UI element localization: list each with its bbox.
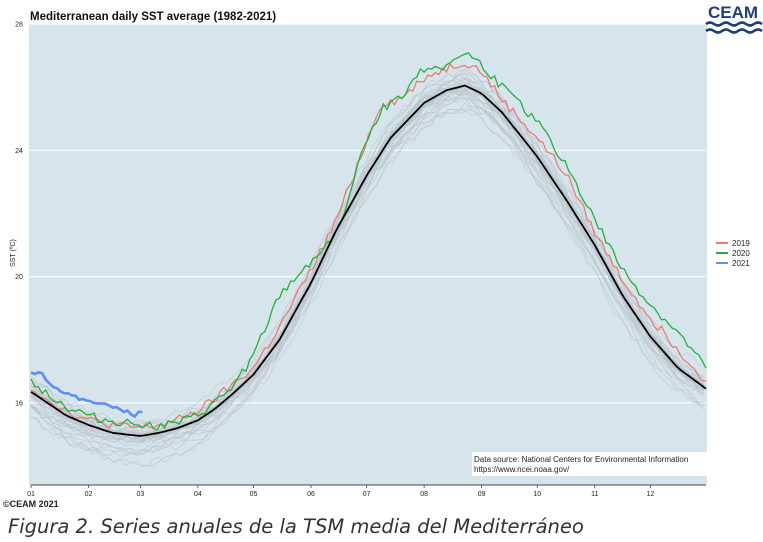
data-source-url: https://www.ncei.noaa.gov/ bbox=[474, 465, 570, 474]
y-axis-label: SST (ºC) bbox=[10, 239, 17, 267]
x-tick-label: 03 bbox=[137, 491, 145, 498]
series-lines bbox=[30, 52, 707, 437]
legend-label-2019: 2019 bbox=[732, 239, 750, 248]
x-tick-label: 08 bbox=[420, 491, 428, 498]
legend-label-2020: 2020 bbox=[732, 249, 750, 258]
ceam-logo-text: CEAM bbox=[708, 3, 758, 22]
x-tick-label: 07 bbox=[363, 491, 371, 498]
legend-label-2021: 2021 bbox=[732, 259, 750, 268]
x-tick-label: 04 bbox=[194, 491, 202, 498]
annotation-box bbox=[472, 452, 714, 476]
sst-chart: 16 20 24 28 01 02 03 04 05 06 07 08 09 10 11 12 Mediter… bbox=[3, 3, 763, 509]
x-tick-label: 05 bbox=[250, 491, 258, 498]
x-tick-label: 12 bbox=[646, 491, 654, 498]
historical-year-line bbox=[30, 79, 705, 438]
y-tick-label: 20 bbox=[15, 274, 23, 281]
historical-year-line bbox=[30, 109, 705, 457]
historical-year-line bbox=[30, 83, 705, 455]
y-tick-label: 24 bbox=[15, 148, 23, 155]
logo-wave-icon bbox=[705, 28, 763, 34]
series-line-2021 bbox=[30, 371, 143, 419]
x-tick-label: 09 bbox=[478, 491, 486, 498]
axes: 16 20 24 28 01 02 03 04 05 06 07 08 09 10 11 12 bbox=[15, 22, 706, 498]
x-tick-label: 11 bbox=[591, 491, 598, 498]
chart-title: Mediterranean daily SST average (1982-20… bbox=[30, 11, 276, 23]
x-tick-label: 01 bbox=[27, 491, 35, 498]
figure-caption: Figura 2. Series anuales de la TSM media… bbox=[8, 515, 584, 538]
y-tick-label: 28 bbox=[15, 22, 23, 29]
ceam-logo: CEAM bbox=[705, 3, 763, 34]
gridlines bbox=[29, 23, 706, 404]
data-source-line: Data source: National Centers for Enviro… bbox=[474, 455, 688, 464]
mean-line bbox=[30, 84, 707, 437]
y-tick-label: 16 bbox=[15, 400, 23, 407]
copyright-text: ©CEAM 2021 bbox=[3, 499, 59, 509]
series-line-2020 bbox=[30, 52, 707, 431]
logo-wave-icon bbox=[705, 21, 763, 27]
x-tick-label: 06 bbox=[307, 491, 315, 498]
x-tick-label: 10 bbox=[533, 491, 541, 498]
x-tick-label: 02 bbox=[85, 491, 93, 498]
historical-year-line bbox=[30, 108, 705, 455]
